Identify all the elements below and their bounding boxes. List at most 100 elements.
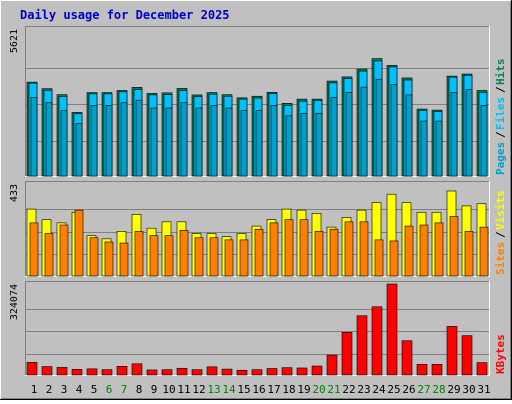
bar-kbytes-day-31 xyxy=(476,362,488,376)
bar-pages-day-8 xyxy=(135,99,143,177)
bar-sites-day-9 xyxy=(149,235,159,277)
bar-pages-day-24 xyxy=(375,78,383,177)
bar-kbytes-day-21 xyxy=(326,354,338,376)
x-tick-label-day-13: 13 xyxy=(207,383,220,396)
bar-kbytes-day-18 xyxy=(281,367,293,376)
bar-sites-day-24 xyxy=(374,239,384,277)
x-tick-label-day-30: 30 xyxy=(462,383,475,396)
bar-pages-day-4 xyxy=(75,123,83,177)
bar-pages-day-25 xyxy=(390,84,398,177)
bars-visits-sites xyxy=(26,190,489,277)
bar-pages-day-2 xyxy=(45,102,53,177)
bar-kbytes-day-14 xyxy=(221,368,233,376)
bar-sites-day-13 xyxy=(209,237,219,277)
bar-sites-day-1 xyxy=(29,222,39,277)
bar-pages-day-23 xyxy=(360,86,368,177)
bar-kbytes-day-7 xyxy=(116,365,128,376)
bar-kbytes-day-3 xyxy=(56,367,68,376)
bar-kbytes-day-25 xyxy=(386,283,398,376)
bar-sites-day-26 xyxy=(404,225,414,277)
bar-pages-day-18 xyxy=(285,115,293,177)
bar-sites-day-17 xyxy=(269,222,279,277)
bar-sites-day-29 xyxy=(449,216,459,277)
bar-sites-day-27 xyxy=(419,224,429,277)
bar-kbytes-day-10 xyxy=(161,369,173,376)
bar-pages-day-19 xyxy=(300,112,308,177)
x-tick-label-day-16: 16 xyxy=(252,383,265,396)
x-tick-label-day-19: 19 xyxy=(297,383,310,396)
bars-hits-files-pages xyxy=(26,58,488,177)
x-tick-label-day-15: 15 xyxy=(237,383,250,396)
x-tick-label-day-10: 10 xyxy=(162,383,175,396)
bar-pages-day-7 xyxy=(120,102,128,177)
legend-item-hits: Hits xyxy=(494,59,507,86)
y-max-label-hits-files-pages: 5621 xyxy=(9,29,20,53)
bar-sites-day-28 xyxy=(434,222,444,277)
legend-item-visits: Visits xyxy=(494,190,507,230)
bar-pages-day-29 xyxy=(450,92,458,177)
x-tick-label-day-27: 27 xyxy=(417,383,430,396)
bar-sites-day-3 xyxy=(59,224,69,277)
bar-pages-day-22 xyxy=(345,92,353,177)
x-tick-label-day-1: 1 xyxy=(31,383,38,396)
bar-sites-day-25 xyxy=(389,240,399,277)
bar-sites-day-12 xyxy=(194,237,204,277)
bar-sites-day-18 xyxy=(284,219,294,277)
bar-kbytes-day-17 xyxy=(266,368,278,376)
legend-item-kbytes: KBytes xyxy=(494,334,507,374)
chart-title: Daily usage for December 2025 xyxy=(20,8,230,22)
bar-pages-day-31 xyxy=(480,105,488,177)
legend-separator: / xyxy=(494,86,507,93)
x-tick-label-day-28: 28 xyxy=(432,383,445,396)
legend-item-pages: Pages xyxy=(494,142,507,175)
bar-kbytes-day-5 xyxy=(86,368,98,376)
bar-kbytes-day-16 xyxy=(251,369,263,376)
bar-pages-day-11 xyxy=(180,102,188,177)
bar-sites-day-31 xyxy=(479,226,489,277)
bar-sites-day-4 xyxy=(74,209,84,277)
legend-item-sites: Sites xyxy=(494,242,507,275)
x-tick-label-day-18: 18 xyxy=(282,383,295,396)
bar-pages-day-15 xyxy=(240,110,248,177)
bar-sites-day-2 xyxy=(44,233,54,277)
bar-pages-day-1 xyxy=(30,97,38,177)
bar-pages-day-5 xyxy=(90,105,98,177)
x-tick-label-day-25: 25 xyxy=(387,383,400,396)
x-tick-label-day-4: 4 xyxy=(76,383,83,396)
bar-kbytes-day-26 xyxy=(401,340,413,376)
y-max-label-visits-sites: 433 xyxy=(9,184,20,202)
bar-pages-day-20 xyxy=(315,112,323,177)
x-tick-label-day-11: 11 xyxy=(177,383,190,396)
x-tick-label-day-31: 31 xyxy=(477,383,490,396)
x-tick-label-day-8: 8 xyxy=(136,383,143,396)
bar-sites-day-30 xyxy=(464,231,474,277)
bar-sites-day-5 xyxy=(89,237,99,277)
x-tick-label-day-21: 21 xyxy=(327,383,340,396)
legend-hits-files-pages: Pages/Files/Hits xyxy=(494,59,507,176)
bar-pages-day-28 xyxy=(435,120,443,177)
bar-sites-day-22 xyxy=(344,221,354,277)
legend-kbytes: KBytes xyxy=(494,334,507,374)
y-max-label-kbytes: 324074 xyxy=(9,284,20,320)
bar-kbytes-day-30 xyxy=(461,335,473,376)
bar-sites-day-21 xyxy=(329,228,339,277)
bar-kbytes-day-8 xyxy=(131,363,143,376)
x-tick-label-day-6: 6 xyxy=(106,383,113,396)
x-tick-label-day-7: 7 xyxy=(121,383,128,396)
bar-sites-day-16 xyxy=(254,228,264,277)
bar-pages-day-14 xyxy=(225,107,233,177)
bar-pages-day-12 xyxy=(195,107,203,177)
bar-pages-day-27 xyxy=(420,120,428,177)
x-tick-label-day-26: 26 xyxy=(402,383,415,396)
bar-kbytes-day-22 xyxy=(341,332,353,376)
x-tick-label-day-24: 24 xyxy=(372,383,386,396)
bar-sites-day-11 xyxy=(179,230,189,277)
bar-kbytes-day-6 xyxy=(101,369,113,376)
bar-kbytes-day-15 xyxy=(236,369,248,376)
x-tick-label-day-20: 20 xyxy=(312,383,325,396)
x-tick-label-day-2: 2 xyxy=(46,383,53,396)
bar-pages-day-10 xyxy=(165,107,173,177)
bar-sites-day-14 xyxy=(224,239,234,277)
bar-kbytes-day-23 xyxy=(356,315,368,376)
